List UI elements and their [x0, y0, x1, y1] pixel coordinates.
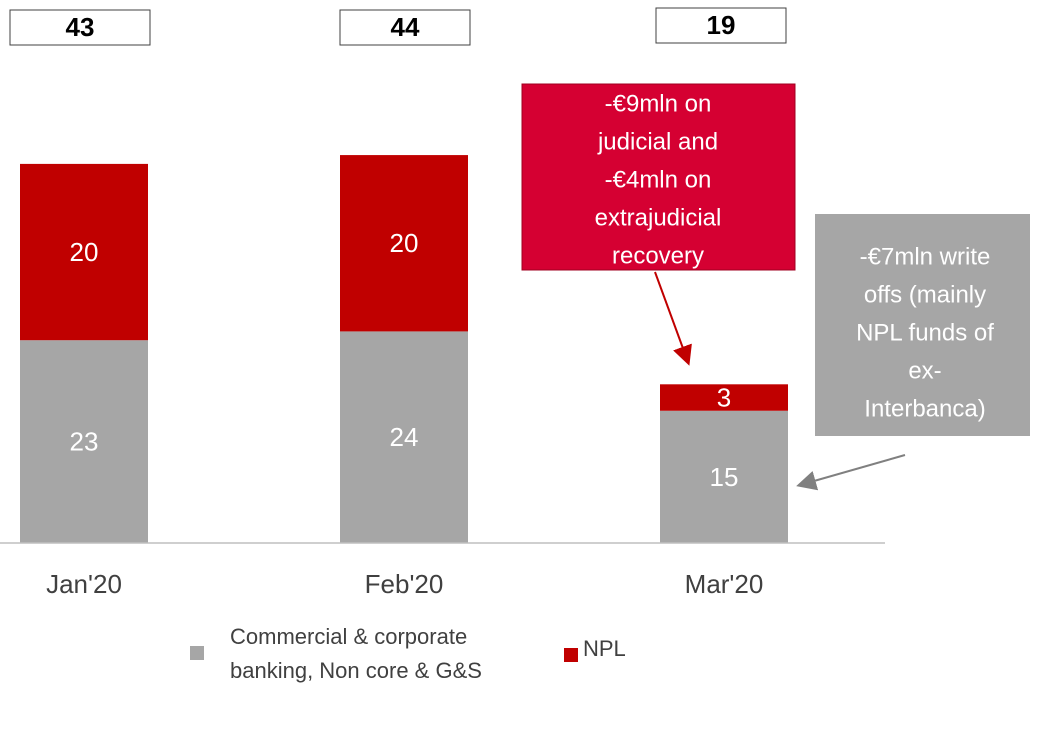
annotation-text: recovery: [612, 242, 704, 269]
total-box: [339, 9, 471, 46]
total-label: 44: [391, 12, 420, 42]
bar-segment: [660, 410, 788, 543]
total-box: [655, 7, 787, 44]
arrow: [796, 454, 906, 491]
annotation-text: offs (mainly: [864, 281, 986, 308]
legend-label: Commercial & corporate banking, Non core…: [230, 624, 482, 683]
total-label: 43: [66, 12, 95, 42]
data-label: 15: [710, 462, 739, 492]
x-tick-label: Jan'20: [46, 569, 122, 599]
data-label: 20: [70, 237, 99, 267]
annotation-text: Interbanca): [864, 395, 985, 422]
bar-segment: [340, 155, 468, 332]
x-tick-label: Mar'20: [685, 569, 764, 599]
data-label: 20: [390, 228, 419, 258]
total-label: 19: [707, 10, 736, 40]
data-label: 3: [717, 382, 731, 412]
legend-swatch: [190, 646, 204, 660]
bar-segment: [20, 163, 148, 341]
annotation-text: -€7mln write: [860, 243, 991, 270]
bar-segment: [20, 340, 148, 543]
annotation-text: ex-: [908, 357, 941, 384]
bar-segment: [660, 384, 788, 411]
data-label: 24: [390, 422, 419, 452]
bar-segment: [340, 331, 468, 543]
legend-label: NPL: [583, 636, 626, 661]
annotation-text: extrajudicial: [595, 204, 722, 231]
legend-swatch: [564, 648, 578, 662]
total-box: [9, 9, 151, 46]
data-label: 23: [70, 426, 99, 456]
arrow: [654, 271, 692, 366]
x-tick-label: Feb'20: [365, 569, 444, 599]
annotation-box: [521, 83, 796, 271]
annotation-text: judicial and: [597, 128, 718, 155]
annotation-text: NPL funds of: [856, 319, 994, 346]
annotation-text: -€9mln on: [605, 90, 712, 117]
annotation-box: [815, 214, 1030, 436]
annotation-text: -€4mln on: [605, 166, 712, 193]
